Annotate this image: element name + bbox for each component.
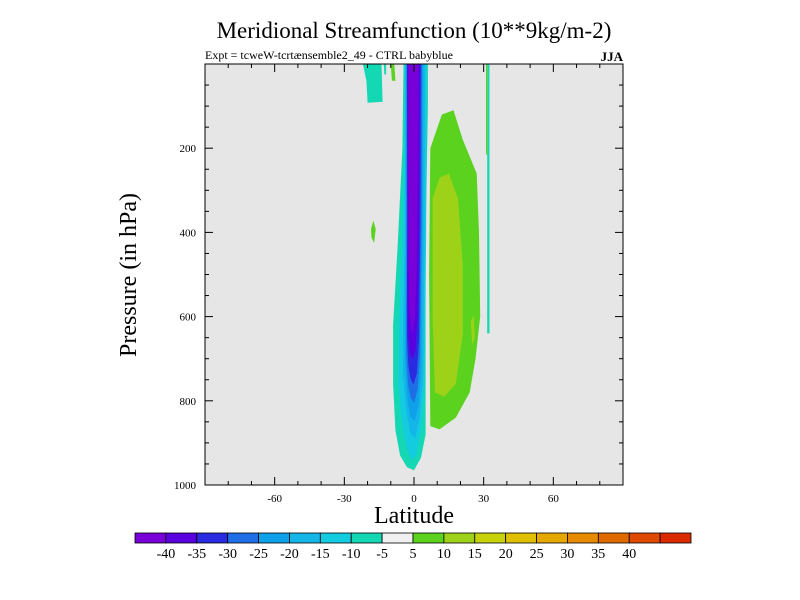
colorbar-label: 10: [437, 547, 451, 562]
chart-subtitle: Expt = tcweW-tcrtænsemble2_49 - CTRL bab…: [205, 48, 453, 62]
x-tick-label: -60: [267, 493, 282, 505]
x-tick-label: 30: [478, 493, 490, 505]
colorbar-swatch: [350, 532, 383, 544]
contour-layer: [362, 64, 490, 471]
colorbar-label: -20: [280, 547, 299, 562]
colorbar-swatch: [381, 532, 414, 544]
contour-region-7: [432, 173, 463, 397]
colorbar-swatch: [474, 532, 507, 544]
colorbar-label: -40: [157, 547, 176, 562]
colorbar-swatch: [536, 532, 568, 544]
colorbar-swatch: [659, 532, 692, 544]
season-label: JJA: [601, 49, 624, 64]
colorbar-swatch: [597, 532, 630, 544]
y-tick-label: 1000: [174, 480, 197, 492]
colorbar-label: -25: [249, 547, 268, 562]
y-tick-label: 800: [180, 396, 197, 408]
colorbar-swatch: [319, 532, 352, 544]
colorbar-label: 5: [410, 547, 417, 562]
x-tick-label: 0: [411, 493, 417, 505]
y-axis-label: Pressure (in hPa): [116, 193, 142, 357]
x-axis-label: Latitude: [374, 503, 454, 529]
x-tick-label: 60: [548, 493, 560, 505]
chart-title: Meridional Streamfunction (10**9kg/m-2): [217, 18, 612, 43]
y-tick-label: 600: [180, 312, 197, 324]
contour-region-16: [408, 64, 419, 334]
colorbar-swatch: [567, 532, 599, 544]
axis-ticks: [205, 64, 623, 486]
contour-region-8: [470, 315, 475, 346]
axis-tick-labels: -60 -30 0 30 60 200 400 600 800 1000: [174, 143, 559, 505]
colorbar: -40 -35 -30 -25 -20 -15 -10 -5 5 10 15 20 25 30 35 40: [134, 532, 692, 562]
colorbar-swatch: [412, 532, 445, 544]
contour-region-5: [487, 64, 490, 334]
colorbar-swatch: [505, 532, 537, 544]
colorbar-label: 35: [591, 547, 605, 562]
colorbar-label: 15: [468, 547, 482, 562]
colorbar-label: -10: [342, 547, 361, 562]
colorbar-label: -15: [311, 547, 330, 562]
y-tick-label: 400: [180, 227, 197, 239]
colorbar-swatch: [227, 532, 259, 544]
colorbar-label: -35: [187, 547, 206, 562]
contour-region-6: [486, 64, 488, 155]
colorbar-swatch: [134, 532, 167, 544]
contour-region-1: [383, 64, 387, 75]
colorbar-label: 25: [530, 547, 544, 562]
x-tick-label: -30: [337, 493, 352, 505]
colorbar-label: 40: [622, 547, 636, 562]
colorbar-swatch: [165, 532, 198, 544]
contour-region-3: [371, 220, 376, 243]
colorbar-label: 30: [560, 547, 574, 562]
colorbar-label: -5: [376, 547, 388, 562]
colorbar-swatch: [289, 532, 321, 544]
colorbar-swatch: [443, 532, 476, 544]
colorbar-label: -30: [218, 547, 237, 562]
y-tick-label: 200: [180, 143, 197, 155]
colorbar-label: 20: [499, 547, 513, 562]
colorbar-swatch: [628, 532, 661, 544]
contour-region-0: [362, 64, 383, 103]
colorbar-swatch: [258, 532, 290, 544]
colorbar-swatch: [196, 532, 229, 544]
contour-region-2: [390, 64, 396, 81]
